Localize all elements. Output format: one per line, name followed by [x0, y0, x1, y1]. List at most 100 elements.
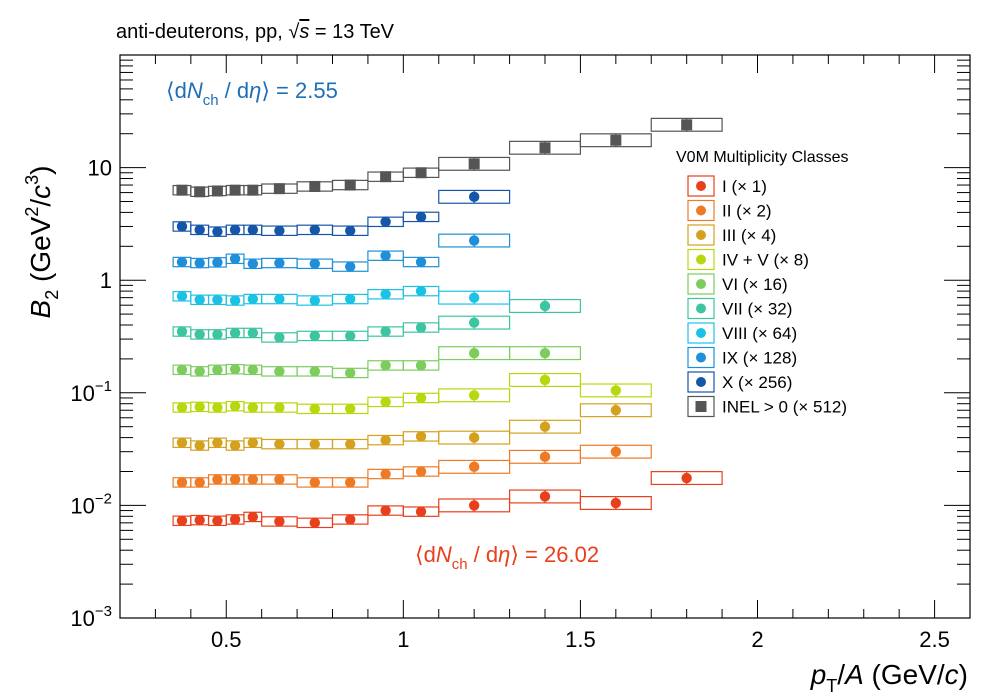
data-point	[194, 366, 205, 377]
legend-marker	[696, 181, 706, 191]
data-point-square	[176, 184, 188, 196]
data-point	[274, 257, 285, 269]
legend-marker	[696, 377, 706, 387]
data-point	[247, 293, 259, 305]
data-point	[212, 257, 223, 268]
legend-label: VIII (× 64)	[722, 324, 797, 343]
data-point	[247, 437, 259, 448]
y-tick-label: 10	[88, 156, 112, 181]
data-point	[247, 511, 259, 523]
data-point	[380, 289, 391, 300]
data-point	[274, 402, 285, 413]
data-point	[212, 437, 223, 448]
data-point	[309, 330, 320, 342]
data-point	[539, 421, 551, 432]
data-point	[194, 401, 205, 413]
data-point	[468, 347, 480, 359]
data-point	[194, 329, 205, 340]
data-point-square	[681, 119, 693, 131]
data-point	[274, 225, 285, 236]
data-point	[415, 506, 427, 517]
data-point	[345, 438, 356, 450]
data-point-square	[194, 186, 206, 198]
data-point-square	[380, 171, 392, 183]
legend-label: I (× 1)	[722, 177, 767, 196]
y-tick-label: 1	[100, 268, 112, 293]
data-point	[415, 466, 427, 477]
axis-ticks: 0.5 1 1.5 2 2.5 10−3 10−2 10−1 1 10	[70, 55, 971, 652]
data-point	[468, 191, 480, 203]
x-tick-label: 2	[751, 627, 763, 652]
data-point	[229, 224, 241, 236]
data-point	[212, 226, 223, 237]
data-point	[415, 431, 427, 442]
data-point	[247, 224, 259, 236]
data-point-square	[273, 183, 285, 195]
data-point	[380, 326, 391, 337]
data-point	[380, 468, 391, 480]
annotation-top-multiplicity: ⟨dNch / dη⟩ = 2.55	[166, 78, 338, 109]
data-point	[345, 477, 356, 488]
data-point	[468, 500, 480, 511]
data-point	[415, 256, 427, 268]
legend-marker	[696, 352, 706, 363]
data-point	[468, 432, 480, 443]
data-point	[309, 295, 320, 306]
data-point	[247, 364, 259, 376]
data-point-square	[539, 142, 551, 154]
legend-marker	[696, 230, 706, 240]
data-point-square	[415, 167, 427, 179]
x-tick-label: 2.5	[919, 627, 950, 652]
data-point-square	[344, 179, 356, 191]
data-point	[610, 385, 622, 396]
data-point	[415, 392, 427, 404]
legend-marker	[696, 205, 706, 216]
data-point	[415, 211, 427, 223]
data-point	[212, 294, 223, 305]
data-point	[212, 364, 223, 376]
data-point	[539, 300, 551, 312]
data-point	[345, 367, 356, 379]
data-point	[415, 360, 427, 371]
plot-frame	[119, 54, 971, 619]
data-point	[229, 440, 241, 451]
data-point	[176, 477, 188, 488]
data-point	[212, 515, 223, 526]
data-point	[274, 332, 285, 343]
data-point	[229, 253, 241, 264]
data-point	[229, 364, 241, 375]
data-point-square	[610, 134, 622, 146]
data-point	[176, 364, 188, 376]
data-markers	[176, 117, 693, 529]
data-point	[274, 293, 285, 305]
data-point	[468, 390, 480, 401]
data-point	[309, 477, 320, 488]
data-point	[229, 514, 241, 525]
data-point	[539, 347, 551, 359]
data-point	[212, 474, 223, 485]
data-point	[176, 221, 188, 232]
data-point-square	[468, 158, 480, 170]
x-axis-title: pT/A (GeV/c)	[810, 659, 968, 696]
data-point	[274, 366, 285, 377]
data-point	[468, 461, 480, 473]
legend-title: V0M Multiplicity Classes	[676, 149, 848, 166]
data-point	[176, 326, 188, 337]
data-point	[176, 291, 188, 302]
legend-label: IV + V (× 8)	[722, 251, 809, 270]
data-point	[176, 256, 188, 268]
legend-marker	[696, 254, 706, 265]
data-point	[468, 292, 480, 303]
data-point	[229, 401, 241, 412]
data-point	[380, 396, 391, 408]
data-point	[345, 514, 356, 525]
legend-label: VII (× 32)	[722, 300, 792, 319]
data-point	[380, 250, 391, 261]
legend: I (× 1) II (× 2) III (× 4) IV + V (× 8) VI (…	[687, 175, 847, 418]
data-point	[345, 403, 356, 415]
legend-marker-square	[695, 401, 707, 412]
annotation-bottom-multiplicity: ⟨dNch / dη⟩ = 26.02	[415, 542, 599, 573]
data-point-square	[211, 185, 223, 197]
data-point	[229, 474, 241, 485]
